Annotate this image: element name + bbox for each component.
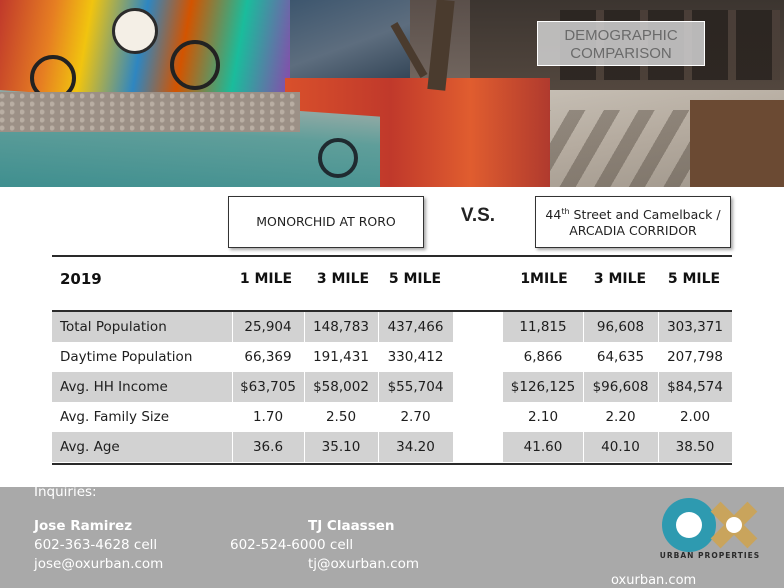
versus-label: V.S. [460,205,496,226]
right-value-1: 6,866 [523,349,563,365]
street-ordinal: th [561,207,570,216]
column-divider [583,312,584,463]
logo-o-hole [676,512,702,538]
right-value-1: 41.60 [523,439,563,455]
column-divider [304,312,305,463]
left-property-name-box: MONORCHID AT RORO [228,196,424,248]
street-number: 44 [545,207,562,223]
row-shade-right [503,312,732,342]
logo-x-center [726,517,742,533]
badge-line-2: COMPARISON [570,45,672,62]
left-value-2: 191,431 [313,349,369,365]
landscape-dirt [690,100,784,187]
left-value-3: 34.20 [396,439,435,455]
row-label: Daytime Population [60,349,193,365]
right-value-3: 38.50 [675,439,715,455]
right-value-2: 40.10 [601,439,640,455]
table-top-rule [52,255,732,257]
table-year: 2019 [60,270,102,288]
right-value-2: $96,608 [592,379,649,395]
left-value-3: $55,704 [387,379,444,395]
left-value-1: 1.70 [252,409,284,425]
left-value-2: $58,002 [313,379,369,395]
row-shade-right [503,372,732,402]
row-shade-right [503,432,732,462]
left-value-1: 25,904 [244,319,292,335]
column-divider [378,312,379,463]
row-shade-left [52,372,453,402]
table-row: Avg. HH Income $63,705 $58,002 $55,704 $… [52,372,732,402]
contact-2-phone: 602-524-6000 cell [230,537,354,553]
column-divider [232,312,233,463]
contact-2-email[interactable]: tj@oxurban.com [308,556,420,572]
row-label: Avg. Family Size [60,409,170,425]
left-value-1: 66,369 [244,349,292,365]
right-value-1: 2.10 [527,409,559,425]
left-value-1: $63,705 [240,379,296,395]
row-label: Total Population [60,319,167,335]
right-property-name-box: 44th Street and Camelback / ARCADIA CORR… [535,196,731,248]
mural-wall-2 [290,0,410,90]
left-value-2: 148,783 [313,319,369,335]
left-header-1: 1 MILE [239,271,293,287]
street-name: Street and Camelback / [569,207,721,223]
row-label: Avg. Age [60,439,120,455]
skull-mural-figure [112,8,158,54]
table-row: Avg. Family Size 1.70 2.50 2.70 2.10 2.2… [52,402,732,432]
bicycle-wheel-mural-2 [170,40,220,90]
table-row: Total Population 25,904 148,783 437,466 … [52,312,732,342]
contact-1-email[interactable]: jose@oxurban.com [34,556,164,572]
right-value-2: 2.20 [605,409,636,425]
right-header-2: 3 MILE [593,271,647,287]
contact-1-phone: 602-363-4628 cell [34,537,158,553]
bicycle-wheel-planter [318,138,358,178]
right-value-2: 64,635 [596,349,645,365]
right-value-2: 96,608 [596,319,645,335]
left-value-3: 437,466 [387,319,444,335]
left-value-2: 2.50 [325,409,357,425]
row-shade-left [52,312,453,342]
right-value-3: $84,574 [667,379,723,395]
left-property-name: MONORCHID AT RORO [256,214,396,229]
demographic-comparison-badge: DEMOGRAPHIC COMPARISON [537,21,705,66]
left-value-3: 330,412 [387,349,444,365]
table-row: Avg. Age 36.6 35.10 34.20 41.60 40.10 38… [52,432,732,462]
contact-1-name: Jose Ramirez [34,518,133,534]
contact-2-name: TJ Claassen [308,518,395,534]
left-value-1: 36.6 [252,439,284,455]
ox-logo-icon [662,498,758,552]
logo-text: URBAN PROPERTIES [659,551,761,560]
right-header-3: 5 MILE [667,271,721,287]
right-value-3: 2.00 [679,409,711,425]
planter-gravel [0,92,300,132]
table-bottom-rule [52,463,732,465]
right-value-3: 207,798 [667,349,723,365]
column-divider [658,312,659,463]
badge-line-1: DEMOGRAPHIC [564,27,678,44]
left-value-3: 2.70 [400,409,431,425]
footer: Inquiries: Jose Ramirez 602-363-4628 cel… [0,484,784,588]
left-header-2: 3 MILE [316,271,370,287]
table-header-rule [52,310,732,312]
right-property-line-2: ARCADIA CORRIDOR [569,223,697,239]
right-property-line-1: 44th Street and Camelback / [536,204,730,223]
row-label: Avg. HH Income [60,379,168,395]
right-value-3: 303,371 [667,319,723,335]
website-link[interactable]: oxurban.com [611,573,697,588]
left-value-2: 35.10 [321,439,361,455]
inquiries-label: Inquiries: [34,484,97,500]
left-header-3: 5 MILE [388,271,442,287]
right-header-1: 1MILE [520,271,568,287]
row-shade-left [52,432,453,462]
right-value-1: 11,815 [519,319,567,335]
right-value-1: $126,125 [510,379,576,395]
table-row: Daytime Population 66,369 191,431 330,41… [52,342,732,372]
